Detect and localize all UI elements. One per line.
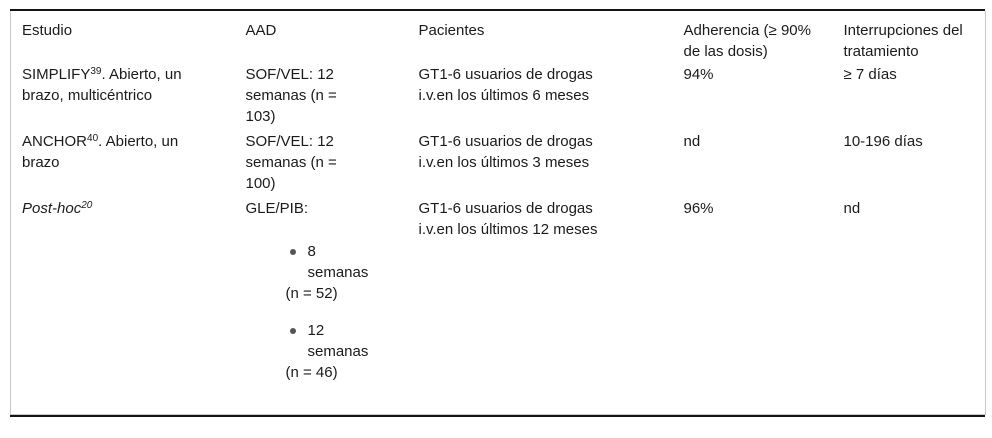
aad-regimen: SOF/VEL: 12 semanas (n = 103) [245, 66, 337, 125]
aad-regimen: SOF/VEL: 12 semanas (n = 100) [245, 133, 337, 192]
list-item: 12 semanas (n = 46) [246, 320, 400, 383]
bullet-icon [289, 328, 296, 334]
header-row: Estudio AAD Pacientes Adherencia (≥ 90% … [11, 11, 986, 62]
cell-aad: GLE/PIB: 8 semanas (n = 52) 12 semanas [235, 196, 408, 415]
cell-interrupciones: ≥ 7 días [833, 62, 986, 129]
reference-superscript: 20 [81, 200, 93, 211]
clinical-studies-table: Estudio AAD Pacientes Adherencia (≥ 90% … [10, 11, 986, 415]
study-description: . Abierto, un brazo [22, 133, 179, 171]
cell-estudio: ANCHOR40. Abierto, un brazo [11, 129, 235, 196]
table-row-posthoc: Post-hoc20 GLE/PIB: 8 semanas (n = 52) [11, 196, 986, 415]
column-header-label: AAD [245, 22, 277, 39]
cell-pacientes: GT1-6 usuarios de drogas i.v.en los últi… [408, 62, 673, 129]
cell-aad: SOF/VEL: 12 semanas (n = 100) [235, 129, 408, 196]
table-row-anchor: ANCHOR40. Abierto, un brazo SOF/VEL: 12 … [11, 129, 986, 196]
list-item: 8 semanas (n = 52) [246, 241, 400, 304]
list-item-note: (n = 46) [285, 364, 338, 381]
cell-adherencia: 96% [673, 196, 833, 415]
interruptions-value: ≥ 7 días [843, 66, 897, 83]
patients-description: GT1-6 usuarios de drogas i.v.en los últi… [418, 133, 593, 171]
study-name: ANCHOR [22, 133, 88, 150]
study-title: ANCHOR40. Abierto, un brazo [22, 131, 207, 173]
study-title: Post-hoc20 [22, 198, 207, 219]
adherence-value: 96% [683, 200, 714, 217]
table-row-simplify: SIMPLIFY39. Abierto, un brazo, multicént… [11, 62, 986, 129]
bullet-icon [289, 249, 296, 255]
cell-estudio: SIMPLIFY39. Abierto, un brazo, multicént… [11, 62, 235, 129]
study-name: Post-hoc [22, 200, 82, 217]
column-header-estudio: Estudio [11, 11, 235, 62]
study-description: . Abierto, un brazo, multicéntrico [22, 66, 182, 104]
list-item-note: (n = 52) [285, 285, 338, 302]
column-header-label: Estudio [22, 22, 73, 39]
cell-pacientes: GT1-6 usuarios de drogas i.v.en los últi… [408, 129, 673, 196]
study-title: SIMPLIFY39. Abierto, un brazo, multicént… [22, 64, 207, 106]
cell-pacientes: GT1-6 usuarios de drogas i.v.en los últi… [408, 196, 673, 415]
reference-superscript: 40 [87, 133, 99, 144]
patients-description: GT1-6 usuarios de drogas i.v.en los últi… [418, 200, 598, 238]
column-header-label: Interrupciones del tratamiento [843, 22, 963, 60]
column-header-adherencia: Adherencia (≥ 90% de las dosis) [673, 11, 833, 62]
cell-estudio: Post-hoc20 [11, 196, 235, 415]
cell-adherencia: 94% [673, 62, 833, 129]
column-header-label: Pacientes [418, 22, 485, 39]
adherence-value: nd [683, 133, 701, 150]
study-name: SIMPLIFY [22, 66, 91, 83]
list-item-label: 8 semanas [307, 243, 369, 281]
patients-description: GT1-6 usuarios de drogas i.v.en los últi… [418, 66, 593, 104]
aad-regimen-intro: GLE/PIB: [245, 200, 309, 217]
column-header-label: Adherencia (≥ 90% de las dosis) [683, 22, 811, 60]
interruptions-value: 10-196 días [843, 133, 923, 150]
cell-adherencia: nd [673, 129, 833, 196]
list-item-label: 12 semanas [307, 322, 369, 360]
column-header-interrupciones: Interrupciones del tratamiento [833, 11, 986, 62]
adherence-value: 94% [683, 66, 714, 83]
column-header-pacientes: Pacientes [408, 11, 673, 62]
clinical-studies-table-container: Estudio AAD Pacientes Adherencia (≥ 90% … [10, 9, 986, 417]
interruptions-value: nd [843, 200, 861, 217]
cell-interrupciones: 10-196 días [833, 129, 986, 196]
cell-interrupciones: nd [833, 196, 986, 415]
cell-aad: SOF/VEL: 12 semanas (n = 103) [235, 62, 408, 129]
reference-superscript: 39 [90, 66, 102, 77]
column-header-aad: AAD [235, 11, 408, 62]
